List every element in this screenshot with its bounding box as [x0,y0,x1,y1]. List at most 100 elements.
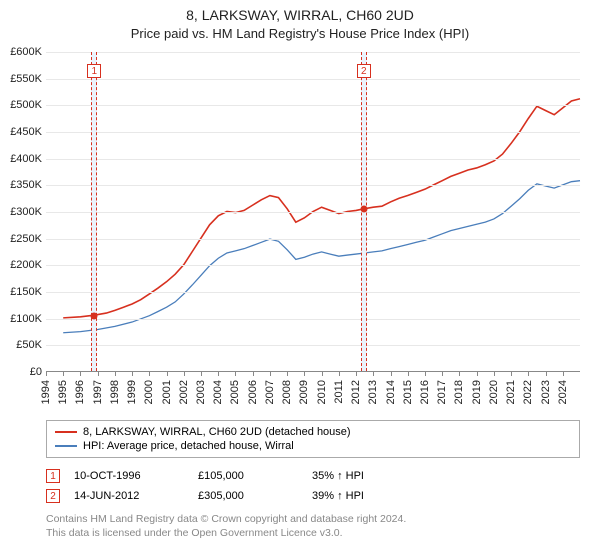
y-gridline [46,52,580,53]
x-tick [132,371,133,376]
x-tick-label: 2022 [522,380,534,404]
x-tick-label: 2006 [247,380,259,404]
x-tick [425,371,426,376]
attribution-line-1: Contains HM Land Registry data © Crown c… [46,512,580,526]
y-gridline [46,239,580,240]
x-tick [322,371,323,376]
y-tick-label: £250K [0,233,42,245]
x-tick-label: 2021 [505,380,517,404]
x-tick [98,371,99,376]
y-gridline [46,345,580,346]
x-tick-label: 2018 [453,380,465,404]
legend-item: 8, LARKSWAY, WIRRAL, CH60 2UD (detached … [55,425,571,439]
x-tick-label: 2002 [178,380,190,404]
x-tick-label: 2013 [367,380,379,404]
x-tick [218,371,219,376]
chart-plot-area: £0£50K£100K£150K£200K£250K£300K£350K£400… [46,52,580,372]
legend-box: 8, LARKSWAY, WIRRAL, CH60 2UD (detached … [46,420,580,458]
chart-title: 8, LARKSWAY, WIRRAL, CH60 2UD [0,0,600,24]
transaction-date: 10-OCT-1996 [74,470,184,482]
x-tick [167,371,168,376]
x-tick-label: 2003 [195,380,207,404]
x-tick [391,371,392,376]
x-tick-label: 2000 [143,380,155,404]
y-tick-label: £350K [0,179,42,191]
x-tick-label: 1994 [40,380,52,404]
y-tick-label: £200K [0,259,42,271]
x-tick-label: 2024 [557,380,569,404]
x-tick [563,371,564,376]
x-tick-label: 1998 [109,380,121,404]
transaction-price: £105,000 [198,470,298,482]
legend-item: HPI: Average price, detached house, Wirr… [55,439,571,453]
x-tick [339,371,340,376]
x-tick [80,371,81,376]
x-tick [287,371,288,376]
transaction-pct: 35% ↑ HPI [312,470,422,482]
legend-label: HPI: Average price, detached house, Wirr… [83,440,294,452]
x-tick-label: 1995 [57,380,69,404]
x-tick [494,371,495,376]
x-tick-label: 2009 [298,380,310,404]
transaction-date: 14-JUN-2012 [74,490,184,502]
x-tick-label: 2010 [316,380,328,404]
x-tick [356,371,357,376]
x-tick-label: 1999 [126,380,138,404]
x-tick-label: 2019 [471,380,483,404]
transaction-number: 2 [46,489,60,503]
y-gridline [46,265,580,266]
x-tick [477,371,478,376]
x-tick-label: 2017 [436,380,448,404]
transaction-marker-dot [91,313,98,320]
x-tick [408,371,409,376]
x-tick [201,371,202,376]
legend-swatch [55,445,77,447]
x-tick-label: 2007 [264,380,276,404]
legend-swatch [55,431,77,433]
chart-container: 8, LARKSWAY, WIRRAL, CH60 2UD Price paid… [0,0,600,560]
x-tick [184,371,185,376]
y-gridline [46,292,580,293]
x-tick-label: 2008 [281,380,293,404]
y-gridline [46,105,580,106]
x-tick-label: 2014 [385,380,397,404]
y-gridline [46,319,580,320]
y-tick-label: £150K [0,286,42,298]
transaction-row: 1 10-OCT-1996 £105,000 35% ↑ HPI [46,466,580,486]
transaction-number: 1 [46,469,60,483]
y-tick-label: £50K [0,339,42,351]
y-tick-label: £550K [0,73,42,85]
x-tick [46,371,47,376]
x-tick-label: 2015 [402,380,414,404]
y-gridline [46,212,580,213]
x-tick [528,371,529,376]
x-tick-label: 2016 [419,380,431,404]
y-tick-label: £100K [0,313,42,325]
y-tick-label: £400K [0,153,42,165]
transaction-marker-dot [360,206,367,213]
x-tick-label: 2020 [488,380,500,404]
transaction-marker-band [91,52,97,371]
x-tick [149,371,150,376]
x-tick-label: 2023 [540,380,552,404]
x-tick-label: 2012 [350,380,362,404]
x-tick [304,371,305,376]
y-tick-label: £500K [0,99,42,111]
y-gridline [46,159,580,160]
x-tick-label: 2001 [161,380,173,404]
x-tick [63,371,64,376]
y-tick-label: £450K [0,126,42,138]
transaction-price: £305,000 [198,490,298,502]
x-tick [115,371,116,376]
legend-label: 8, LARKSWAY, WIRRAL, CH60 2UD (detached … [83,426,351,438]
transaction-marker-number: 1 [87,64,101,78]
y-gridline [46,185,580,186]
transaction-marker-number: 2 [357,64,371,78]
x-tick [373,371,374,376]
x-tick [442,371,443,376]
transaction-table: 1 10-OCT-1996 £105,000 35% ↑ HPI 2 14-JUN-201… [46,466,580,506]
x-tick [511,371,512,376]
x-tick [459,371,460,376]
x-tick-label: 1997 [92,380,104,404]
chart-subtitle: Price paid vs. HM Land Registry's House … [0,24,600,41]
